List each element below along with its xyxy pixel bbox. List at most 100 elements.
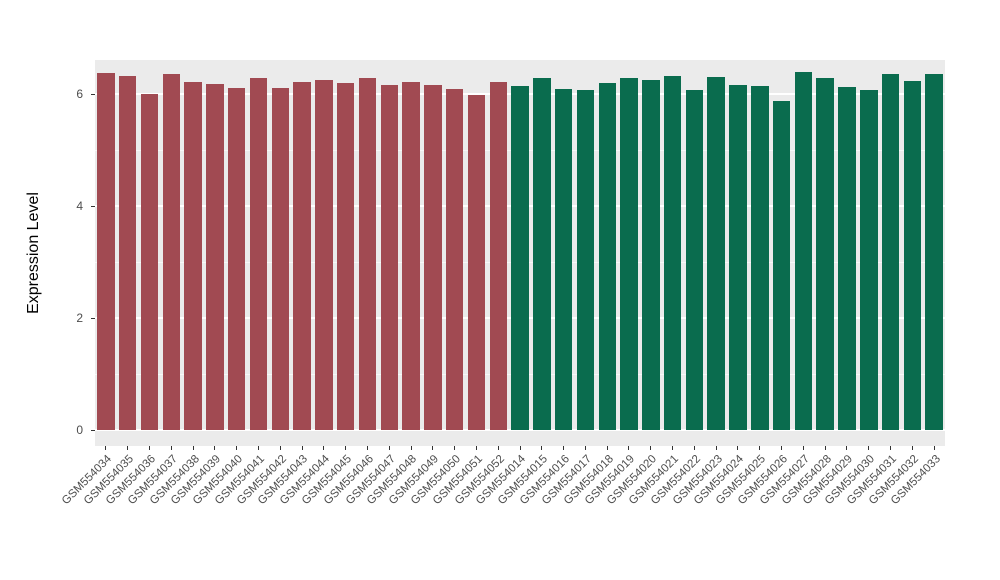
y-tick-label: 2 bbox=[76, 311, 83, 325]
y-tick-mark bbox=[91, 205, 95, 207]
bar bbox=[140, 94, 159, 430]
bar-cell bbox=[422, 60, 444, 446]
bar-cell bbox=[749, 60, 771, 446]
bar-cell bbox=[313, 60, 335, 446]
bar-cell bbox=[901, 60, 923, 446]
bar-cell bbox=[269, 60, 291, 446]
x-tick-mark bbox=[323, 446, 325, 450]
y-tick-mark bbox=[91, 317, 95, 319]
bar bbox=[707, 77, 725, 430]
bar-cell bbox=[182, 60, 204, 446]
bar bbox=[511, 86, 529, 430]
bar-cell bbox=[771, 60, 793, 446]
x-tick-mark bbox=[170, 446, 172, 450]
bar bbox=[881, 73, 900, 430]
bar-cell bbox=[466, 60, 488, 446]
bar-cell bbox=[793, 60, 815, 446]
bar-cell bbox=[858, 60, 880, 446]
bar-cell bbox=[248, 60, 270, 446]
bar-cell bbox=[575, 60, 597, 446]
bar bbox=[663, 76, 682, 430]
x-tick-mark bbox=[454, 446, 456, 450]
x-tick-mark bbox=[388, 446, 390, 450]
x-tick-mark bbox=[345, 446, 347, 450]
x-tick-mark bbox=[475, 446, 477, 450]
x-tick-mark bbox=[301, 446, 303, 450]
y-axis: 0 2 4 6 bbox=[0, 60, 95, 446]
bar bbox=[293, 82, 311, 430]
bar-cell bbox=[596, 60, 618, 446]
bar-cell bbox=[400, 60, 422, 446]
x-tick-mark bbox=[781, 446, 783, 450]
bar bbox=[729, 85, 747, 430]
bar bbox=[903, 81, 922, 430]
bar-cell bbox=[139, 60, 161, 446]
x-tick-mark bbox=[563, 446, 565, 450]
x-tick-mark bbox=[214, 446, 216, 450]
x-tick-mark bbox=[541, 446, 543, 450]
bar-cell bbox=[705, 60, 727, 446]
x-tick-mark bbox=[257, 446, 259, 450]
bar bbox=[576, 90, 595, 430]
bar-cell bbox=[95, 60, 117, 446]
bar bbox=[249, 77, 268, 430]
chart-panel bbox=[95, 60, 945, 446]
bar bbox=[860, 90, 878, 430]
bar bbox=[184, 82, 202, 430]
bar-cell bbox=[291, 60, 313, 446]
bar bbox=[642, 80, 660, 430]
bar-cell bbox=[160, 60, 182, 446]
bar bbox=[315, 80, 333, 430]
x-tick-mark bbox=[410, 446, 412, 450]
bars bbox=[95, 60, 945, 446]
bar-cell bbox=[640, 60, 662, 446]
bar-cell bbox=[487, 60, 509, 446]
x-tick-mark bbox=[672, 446, 674, 450]
x-tick-mark bbox=[105, 446, 107, 450]
x-axis: GSM554034 GSM554035 GSM554036 GSM554037 GSM5… bbox=[60, 446, 945, 576]
bar bbox=[424, 85, 442, 430]
bar-cell bbox=[618, 60, 640, 446]
bar-cell bbox=[684, 60, 706, 446]
x-tick-mark bbox=[846, 446, 848, 450]
bar bbox=[816, 77, 834, 430]
bar bbox=[794, 72, 813, 430]
x-tick-mark bbox=[824, 446, 826, 450]
y-tick-label: 6 bbox=[76, 87, 83, 101]
bar-cell bbox=[117, 60, 139, 446]
bar-cell bbox=[204, 60, 226, 446]
bar-cell bbox=[880, 60, 902, 446]
bar bbox=[751, 86, 769, 430]
x-tick-mark bbox=[737, 446, 739, 450]
bar-cell bbox=[662, 60, 684, 446]
bar-cell bbox=[553, 60, 575, 446]
bar bbox=[162, 73, 180, 430]
bar bbox=[227, 87, 246, 430]
bar-cell bbox=[531, 60, 553, 446]
bar-cell bbox=[814, 60, 836, 446]
x-tick-mark bbox=[366, 446, 368, 450]
bar bbox=[206, 83, 224, 430]
bar bbox=[97, 72, 115, 430]
bar bbox=[445, 88, 464, 430]
x-tick-mark bbox=[759, 446, 761, 450]
x-tick-mark bbox=[693, 446, 695, 450]
y-tick-label: 0 bbox=[76, 423, 83, 437]
x-tick-mark bbox=[715, 446, 717, 450]
bar-cell bbox=[378, 60, 400, 446]
bar bbox=[402, 82, 420, 430]
bar bbox=[118, 76, 137, 430]
bar bbox=[358, 77, 377, 430]
x-tick-mark bbox=[802, 446, 804, 450]
bar bbox=[336, 82, 355, 430]
x-tick-mark bbox=[606, 446, 608, 450]
x-tick-mark bbox=[127, 446, 129, 450]
y-tick-mark bbox=[91, 429, 95, 431]
bar bbox=[838, 86, 856, 430]
bar bbox=[467, 95, 486, 430]
y-tick-mark bbox=[91, 93, 95, 95]
bar bbox=[925, 73, 943, 430]
bar bbox=[554, 88, 573, 430]
bar bbox=[598, 82, 616, 430]
